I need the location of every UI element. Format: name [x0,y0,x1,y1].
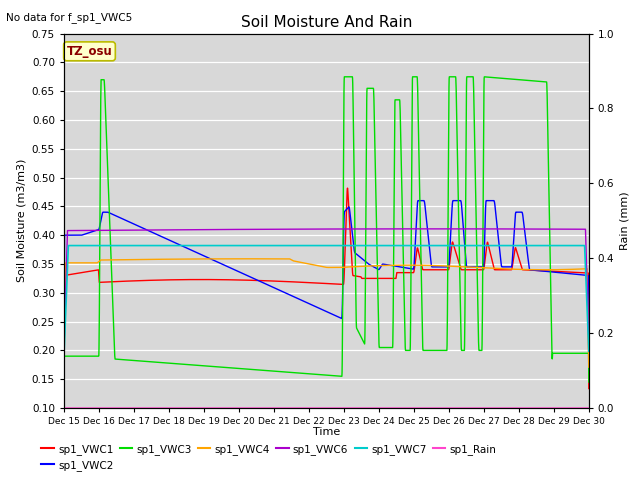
Y-axis label: Rain (mm): Rain (mm) [620,192,630,250]
Text: No data for f_sp1_VWC5: No data for f_sp1_VWC5 [6,12,132,23]
X-axis label: Time: Time [313,427,340,437]
Legend: sp1_VWC1, sp1_VWC2, sp1_VWC3, sp1_VWC4, sp1_VWC6, sp1_VWC7, sp1_Rain: sp1_VWC1, sp1_VWC2, sp1_VWC3, sp1_VWC4, … [37,439,500,475]
Y-axis label: Soil Moisture (m3/m3): Soil Moisture (m3/m3) [16,159,26,283]
Text: TZ_osu: TZ_osu [67,45,113,58]
Title: Soil Moisture And Rain: Soil Moisture And Rain [241,15,412,30]
